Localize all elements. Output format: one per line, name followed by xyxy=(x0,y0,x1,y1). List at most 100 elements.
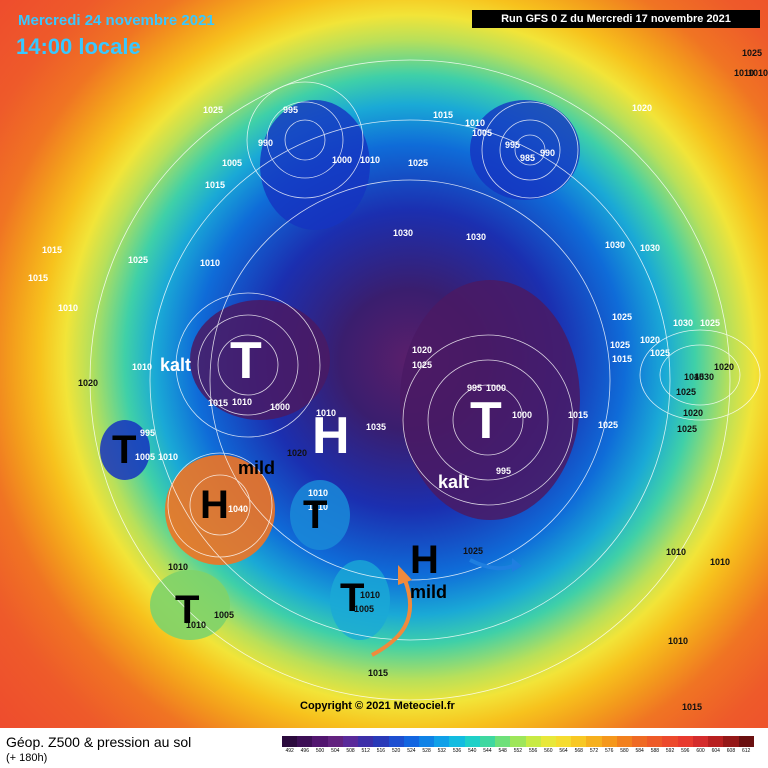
pressure-label: 1015 xyxy=(42,245,63,255)
valid-time: 14:00 locale xyxy=(16,34,141,59)
pressure-label: 1015 xyxy=(568,410,589,420)
pressure-label: 1010 xyxy=(308,488,329,498)
pressure-label: 1030 xyxy=(393,228,414,238)
scale-tick-label: 532 xyxy=(437,748,446,754)
scale-tick-label: 572 xyxy=(589,748,599,754)
pressure-label: 1015 xyxy=(368,668,389,678)
pressure-label: 1010 xyxy=(666,547,687,557)
low-marker-iberia: T xyxy=(340,576,365,620)
scale-tick-label: 544 xyxy=(483,748,492,754)
scale-tick-label: 584 xyxy=(635,748,644,754)
pressure-label: 1000 xyxy=(512,410,533,420)
pressure-label: 1010 xyxy=(58,303,79,313)
ridge-atlantic xyxy=(165,455,275,565)
pressure-label: 1005 xyxy=(214,610,235,620)
pressure-label: 990 xyxy=(540,148,556,158)
pressure-label: 1015 xyxy=(28,273,49,283)
scale-swatch xyxy=(358,736,374,747)
pressure-label: 995 xyxy=(505,140,521,150)
copyright: Copyright © 2021 Meteociel.fr xyxy=(300,700,455,712)
scale-swatch xyxy=(479,736,496,747)
scale-swatch xyxy=(464,736,480,747)
pressure-label: 1025 xyxy=(650,348,671,358)
pressure-label: 995 xyxy=(140,428,156,438)
pressure-label: 1025 xyxy=(463,546,484,556)
pressure-label: 1010 xyxy=(132,362,153,372)
warm-arrow xyxy=(371,579,413,657)
pressure-label: 1015 xyxy=(682,702,703,712)
pressure-label: 1010 xyxy=(232,397,253,407)
scale-tick-label: 600 xyxy=(696,748,705,754)
high-marker-europe: H xyxy=(410,538,439,582)
pressure-label: 1010 xyxy=(465,118,486,128)
annotation-mild-europe: mild xyxy=(410,582,448,602)
pressure-label: 995 xyxy=(283,105,299,115)
pressure-label: 1025 xyxy=(742,48,763,58)
pressure-label: 1010 xyxy=(200,258,221,268)
pressure-label: 1025 xyxy=(676,387,697,397)
scale-swatch xyxy=(510,736,526,747)
scale-tick-label: 500 xyxy=(315,748,325,754)
scale-tick-label: 512 xyxy=(361,748,370,754)
pressure-label: 1020 xyxy=(640,335,661,345)
scale-swatch xyxy=(342,736,359,747)
scale-swatch xyxy=(677,736,693,747)
pressure-label: 1020 xyxy=(632,103,653,113)
scale-tick-label: 536 xyxy=(452,748,462,754)
scale-tick-label: 580 xyxy=(620,748,629,754)
scale-tick-label: 612 xyxy=(742,748,751,754)
low-newfoundland xyxy=(100,420,150,480)
pressure-label: 1000 xyxy=(486,383,507,393)
scale-tick-label: 564 xyxy=(559,748,568,754)
scale-swatch xyxy=(403,736,419,747)
scale-swatch xyxy=(738,736,754,747)
pressure-label: 1010 xyxy=(186,620,207,630)
pressure-label: 1005 xyxy=(222,158,243,168)
pressure-label: 1010 xyxy=(668,636,689,646)
scale-swatch xyxy=(616,736,633,747)
scale-swatch xyxy=(418,736,435,747)
pressure-label: 1010 xyxy=(158,452,179,462)
low-atlantic-small xyxy=(150,570,230,640)
legend-footer: Géop. Z500 & pression au sol (+ 180h) 49… xyxy=(0,728,768,768)
scale-tick-label: 492 xyxy=(285,748,294,754)
scale-swatch xyxy=(388,736,404,747)
pressure-label: 1000 xyxy=(270,402,291,412)
pressure-label: 995 xyxy=(496,466,512,476)
pressure-label: 1010 xyxy=(308,502,329,512)
scale-tick-label: 560 xyxy=(544,748,553,754)
pressure-label: 1025 xyxy=(610,340,631,350)
high-marker-atlantic: H xyxy=(200,483,229,527)
pressure-label: 1020 xyxy=(287,448,308,458)
scale-swatch xyxy=(449,736,465,747)
scale-swatch xyxy=(571,736,587,747)
scale-swatch xyxy=(632,736,648,747)
scale-tick-label: 596 xyxy=(681,748,690,754)
pressure-label: 1010 xyxy=(710,557,731,567)
pressure-label: 1005 xyxy=(354,604,375,614)
pressure-label: 1030 xyxy=(640,243,661,253)
forecast-lead: (+ 180h) xyxy=(6,752,48,764)
scale-tick-label: 508 xyxy=(346,748,355,754)
pressure-label: 1015 xyxy=(205,180,226,190)
annotation-kalt-europe: kalt xyxy=(438,472,470,492)
scale-swatch xyxy=(525,736,541,747)
scale-swatch xyxy=(586,736,602,747)
scale-swatch xyxy=(434,736,450,747)
scale-swatch xyxy=(297,736,313,747)
scale-tick-label: 524 xyxy=(407,748,416,754)
pressure-label: 1025 xyxy=(612,312,633,322)
low-marker-azores: T xyxy=(175,588,200,632)
pressure-label: 1030 xyxy=(694,372,715,382)
cold-arrow xyxy=(469,558,516,571)
scale-swatch xyxy=(692,736,709,747)
pressure-label: 1025 xyxy=(677,424,698,434)
scale-tick-label: 496 xyxy=(300,748,309,754)
color-scale-ticks: 492 496 500 504 508 512 516 520 524 528 532 536 540 5… xyxy=(282,748,754,758)
pressure-label: 1010 xyxy=(748,68,768,78)
pressure-label: 1030 xyxy=(605,240,626,250)
scale-tick-label: 588 xyxy=(650,748,660,754)
pressure-label: 990 xyxy=(258,138,274,148)
pressure-label: 1010 xyxy=(360,155,381,165)
scale-tick-label: 528 xyxy=(422,748,431,754)
